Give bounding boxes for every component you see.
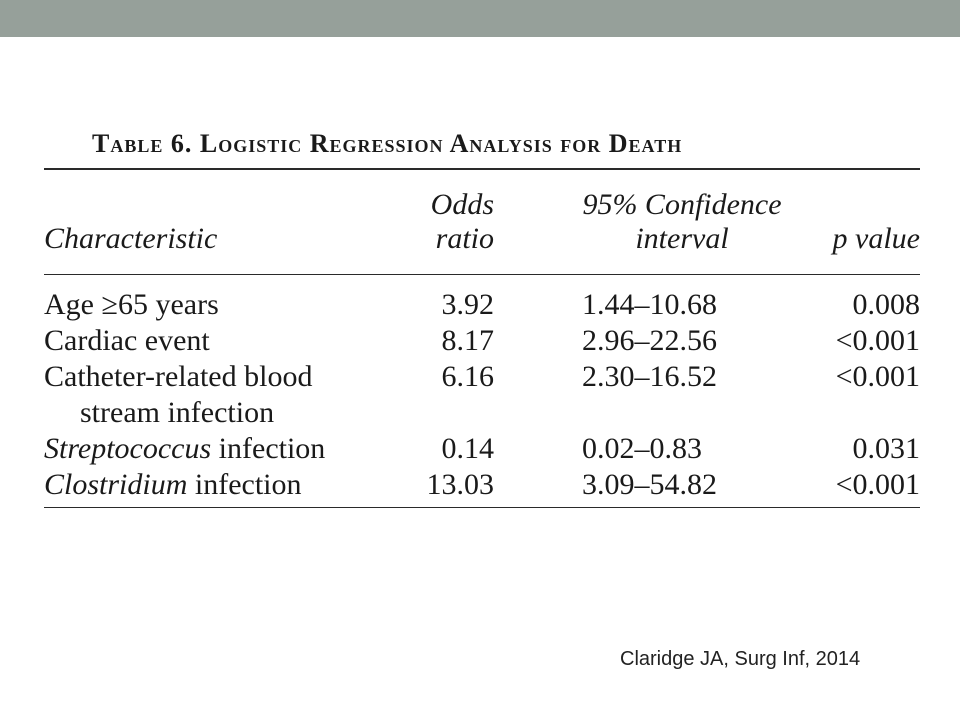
table-row: Streptococcus infection 0.14 0.02–0.83 0… bbox=[44, 431, 920, 467]
table-row: Catheter-related blood 6.16 2.30–16.52 <… bbox=[44, 359, 920, 395]
row-p-value: <0.001 bbox=[835, 360, 920, 393]
row-characteristic-continued: stream infection bbox=[80, 396, 275, 429]
row-p-value: 0.031 bbox=[852, 432, 921, 465]
table-caption: Table 6. Logistic Regression Analysis fo… bbox=[92, 129, 683, 158]
header-characteristic: Characteristic bbox=[44, 222, 218, 255]
row-odds-ratio: 6.16 bbox=[441, 360, 495, 393]
header-confidence-interval: 95% Confidence interval bbox=[570, 188, 794, 256]
header-odds-line1: Odds bbox=[430, 188, 494, 221]
row-characteristic: Cardiac event bbox=[44, 324, 210, 357]
row-confidence-interval: 2.96–22.56 bbox=[582, 324, 717, 357]
row-odds-ratio: 3.92 bbox=[441, 288, 495, 321]
header-odds-ratio: Odds ratio bbox=[431, 188, 494, 256]
top-rule bbox=[44, 168, 920, 170]
row-p-value: <0.001 bbox=[835, 468, 920, 501]
row-p-value: <0.001 bbox=[835, 324, 920, 357]
row-characteristic: Age ≥65 years bbox=[44, 288, 219, 321]
row-odds-ratio: 0.14 bbox=[441, 432, 495, 465]
row-confidence-interval: 3.09–54.82 bbox=[582, 468, 717, 501]
table-row: Age ≥65 years 3.92 1.44–10.68 0.008 bbox=[44, 287, 920, 323]
table-row: Clostridium infection 13.03 3.09–54.82 <… bbox=[44, 467, 920, 503]
header-p-value: p value bbox=[832, 222, 920, 255]
table-row: Cardiac event 8.17 2.96–22.56 <0.001 bbox=[44, 323, 920, 359]
row-characteristic: Catheter-related blood bbox=[44, 360, 313, 393]
table-body: Age ≥65 years 3.92 1.44–10.68 0.008 Card… bbox=[44, 275, 920, 507]
header-ci-line1: 95% Confidence bbox=[582, 188, 782, 221]
row-characteristic: Clostridium infection bbox=[44, 468, 302, 501]
row-odds-ratio: 8.17 bbox=[441, 324, 495, 357]
row-confidence-interval: 1.44–10.68 bbox=[582, 288, 717, 321]
row-confidence-interval: 0.02–0.83 bbox=[582, 432, 702, 465]
row-characteristic: Streptococcus infection bbox=[44, 432, 326, 465]
header-ci-line2: interval bbox=[635, 222, 729, 255]
header-odds-line2: ratio bbox=[435, 222, 494, 255]
regression-table: Table 6. Logistic Regression Analysis fo… bbox=[44, 120, 920, 508]
citation: Claridge JA, Surg Inf, 2014 bbox=[620, 648, 861, 670]
row-confidence-interval: 2.30–16.52 bbox=[582, 360, 717, 393]
header-rule bbox=[44, 274, 920, 275]
table-header: Characteristic Odds ratio 95% Confidence… bbox=[44, 170, 920, 274]
row-p-value: 0.008 bbox=[852, 288, 921, 321]
table-row-continuation: stream infection bbox=[44, 395, 920, 431]
bottom-rule bbox=[44, 507, 920, 508]
row-odds-ratio: 13.03 bbox=[426, 468, 495, 501]
top-banner bbox=[0, 0, 960, 37]
